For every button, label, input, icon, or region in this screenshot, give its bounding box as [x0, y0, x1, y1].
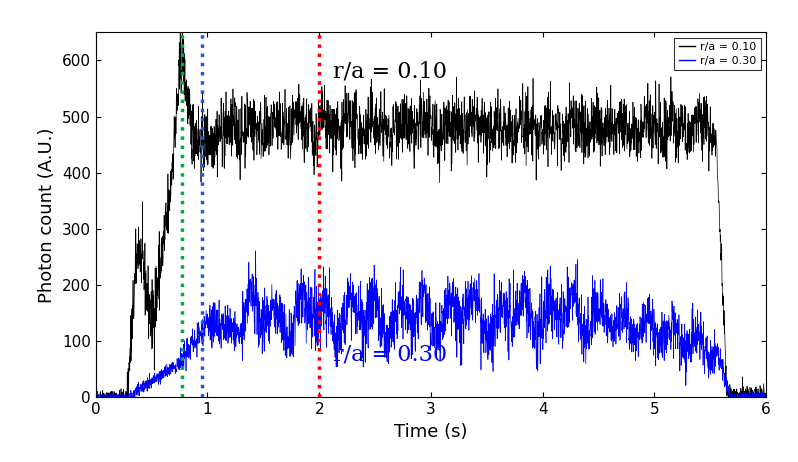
r/a = 0.30 — [498, 315, 508, 321]
r/a = 0.30 — [314, 314, 323, 320]
Text: r/a = 0.10: r/a = 0.10 — [333, 60, 447, 82]
r/a = 0.10 — [314, 118, 323, 123]
r/a = 0.10 — [91, 391, 101, 397]
r/a = 0.10 — [94, 395, 104, 400]
r/a = 0.10 — [358, 133, 368, 139]
r/a = 0.10 — [177, 24, 187, 30]
Y-axis label: Photon count (A.U.): Photon count (A.U.) — [38, 127, 57, 303]
r/a = 0.10 — [498, 129, 508, 134]
r/a = 0.30 — [358, 300, 368, 305]
r/a = 0.30 — [413, 296, 423, 301]
r/a = 0.10 — [413, 147, 423, 152]
r/a = 0.30 — [224, 328, 234, 334]
r/a = 0.30 — [761, 395, 771, 400]
Line: r/a = 0.10: r/a = 0.10 — [96, 27, 766, 397]
r/a = 0.10 — [731, 395, 741, 400]
r/a = 0.10 — [761, 395, 771, 400]
r/a = 0.30 — [251, 248, 260, 254]
r/a = 0.10 — [225, 114, 235, 119]
r/a = 0.30 — [731, 395, 741, 400]
Legend: r/a = 0.10, r/a = 0.30: r/a = 0.10, r/a = 0.30 — [674, 38, 760, 70]
Text: r/a = 0.30: r/a = 0.30 — [333, 344, 447, 366]
r/a = 0.30 — [91, 395, 101, 400]
X-axis label: Time (s): Time (s) — [394, 423, 468, 441]
Line: r/a = 0.30: r/a = 0.30 — [96, 251, 766, 397]
